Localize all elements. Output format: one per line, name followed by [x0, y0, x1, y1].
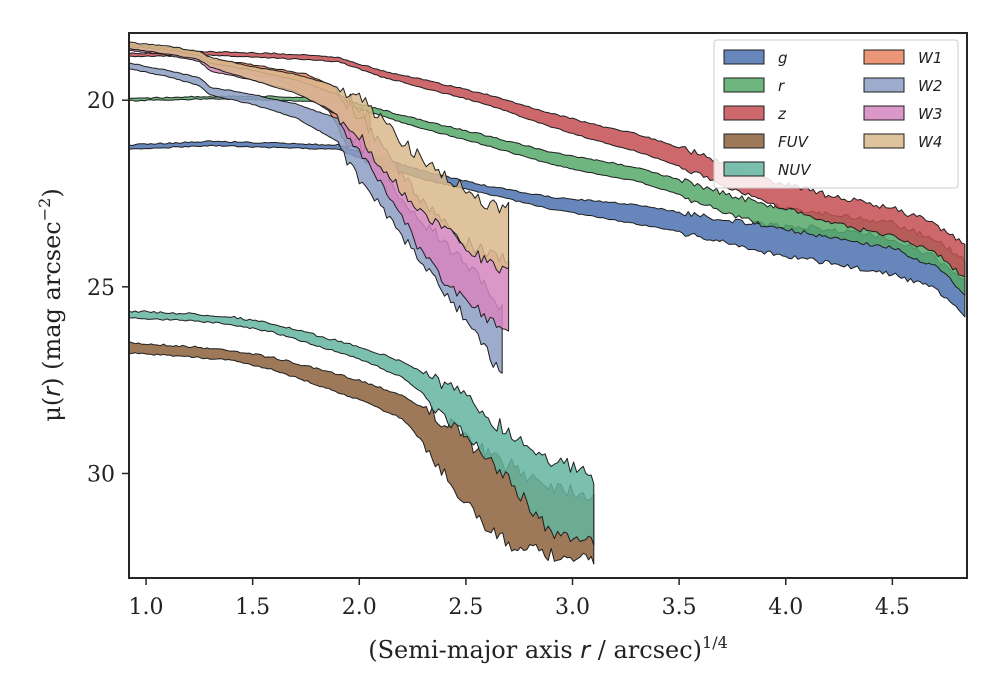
legend-swatch-nuv — [723, 161, 765, 177]
legend-label-fuv: FUV — [778, 133, 810, 151]
band-nuv — [129, 310, 595, 546]
legend-label-w4: W4 — [918, 133, 942, 151]
x-tick-label: 1.0 — [129, 595, 164, 620]
legend-swatch-w1 — [863, 49, 905, 65]
band-w4 — [129, 41, 510, 274]
band-fuv — [129, 341, 595, 565]
legend-swatch-fuv — [723, 133, 765, 149]
legend-label-w1: W1 — [918, 49, 942, 67]
x-tick-label: 4.5 — [875, 595, 910, 620]
legend: grz FUV NUV W1 W2 W3 W4 — [713, 39, 959, 189]
x-axis-label: (Semi-major axis r / arcsec)1/4 — [368, 633, 728, 664]
legend-swatch-z — [723, 105, 765, 121]
legend-swatch-w3 — [863, 105, 905, 121]
legend-frame — [713, 39, 959, 189]
legend-label-w2: W2 — [918, 77, 942, 95]
y-axis-ticks: 20 25 30 — [87, 89, 129, 487]
legend-label-nuv: NUV — [778, 161, 812, 179]
x-tick-label: 1.5 — [235, 595, 270, 620]
legend-swatch-w2 — [863, 77, 905, 93]
y-tick-label: 30 — [87, 462, 115, 487]
y-tick-label: 20 — [87, 89, 115, 114]
band-w2 — [129, 62, 503, 374]
profile-bands — [129, 41, 966, 565]
x-tick-label: 4.0 — [768, 595, 803, 620]
band-r — [129, 95, 966, 296]
legend-swatch-r — [723, 77, 765, 93]
x-axis-ticks: 1.0 1.5 2.0 2.5 3.0 3.5 4.0 4.5 — [129, 578, 910, 620]
band-z — [129, 50, 966, 278]
y-axis-label: μ(r) (mag arcsec−2) — [35, 188, 66, 421]
legend-swatch-w4 — [863, 133, 905, 149]
x-tick-label: 3.5 — [662, 595, 697, 620]
x-tick-label: 2.0 — [342, 595, 377, 620]
x-tick-label: 3.0 — [555, 595, 590, 620]
y-tick-label: 25 — [87, 276, 115, 301]
legend-label-z: z — [777, 105, 787, 123]
legend-label-r: r — [778, 77, 785, 95]
legend-label-w3: W3 — [918, 105, 942, 123]
x-tick-label: 2.5 — [448, 595, 483, 620]
plot-frame — [128, 32, 968, 579]
legend-label-g: g — [778, 49, 788, 67]
legend-swatch-g — [723, 49, 765, 65]
